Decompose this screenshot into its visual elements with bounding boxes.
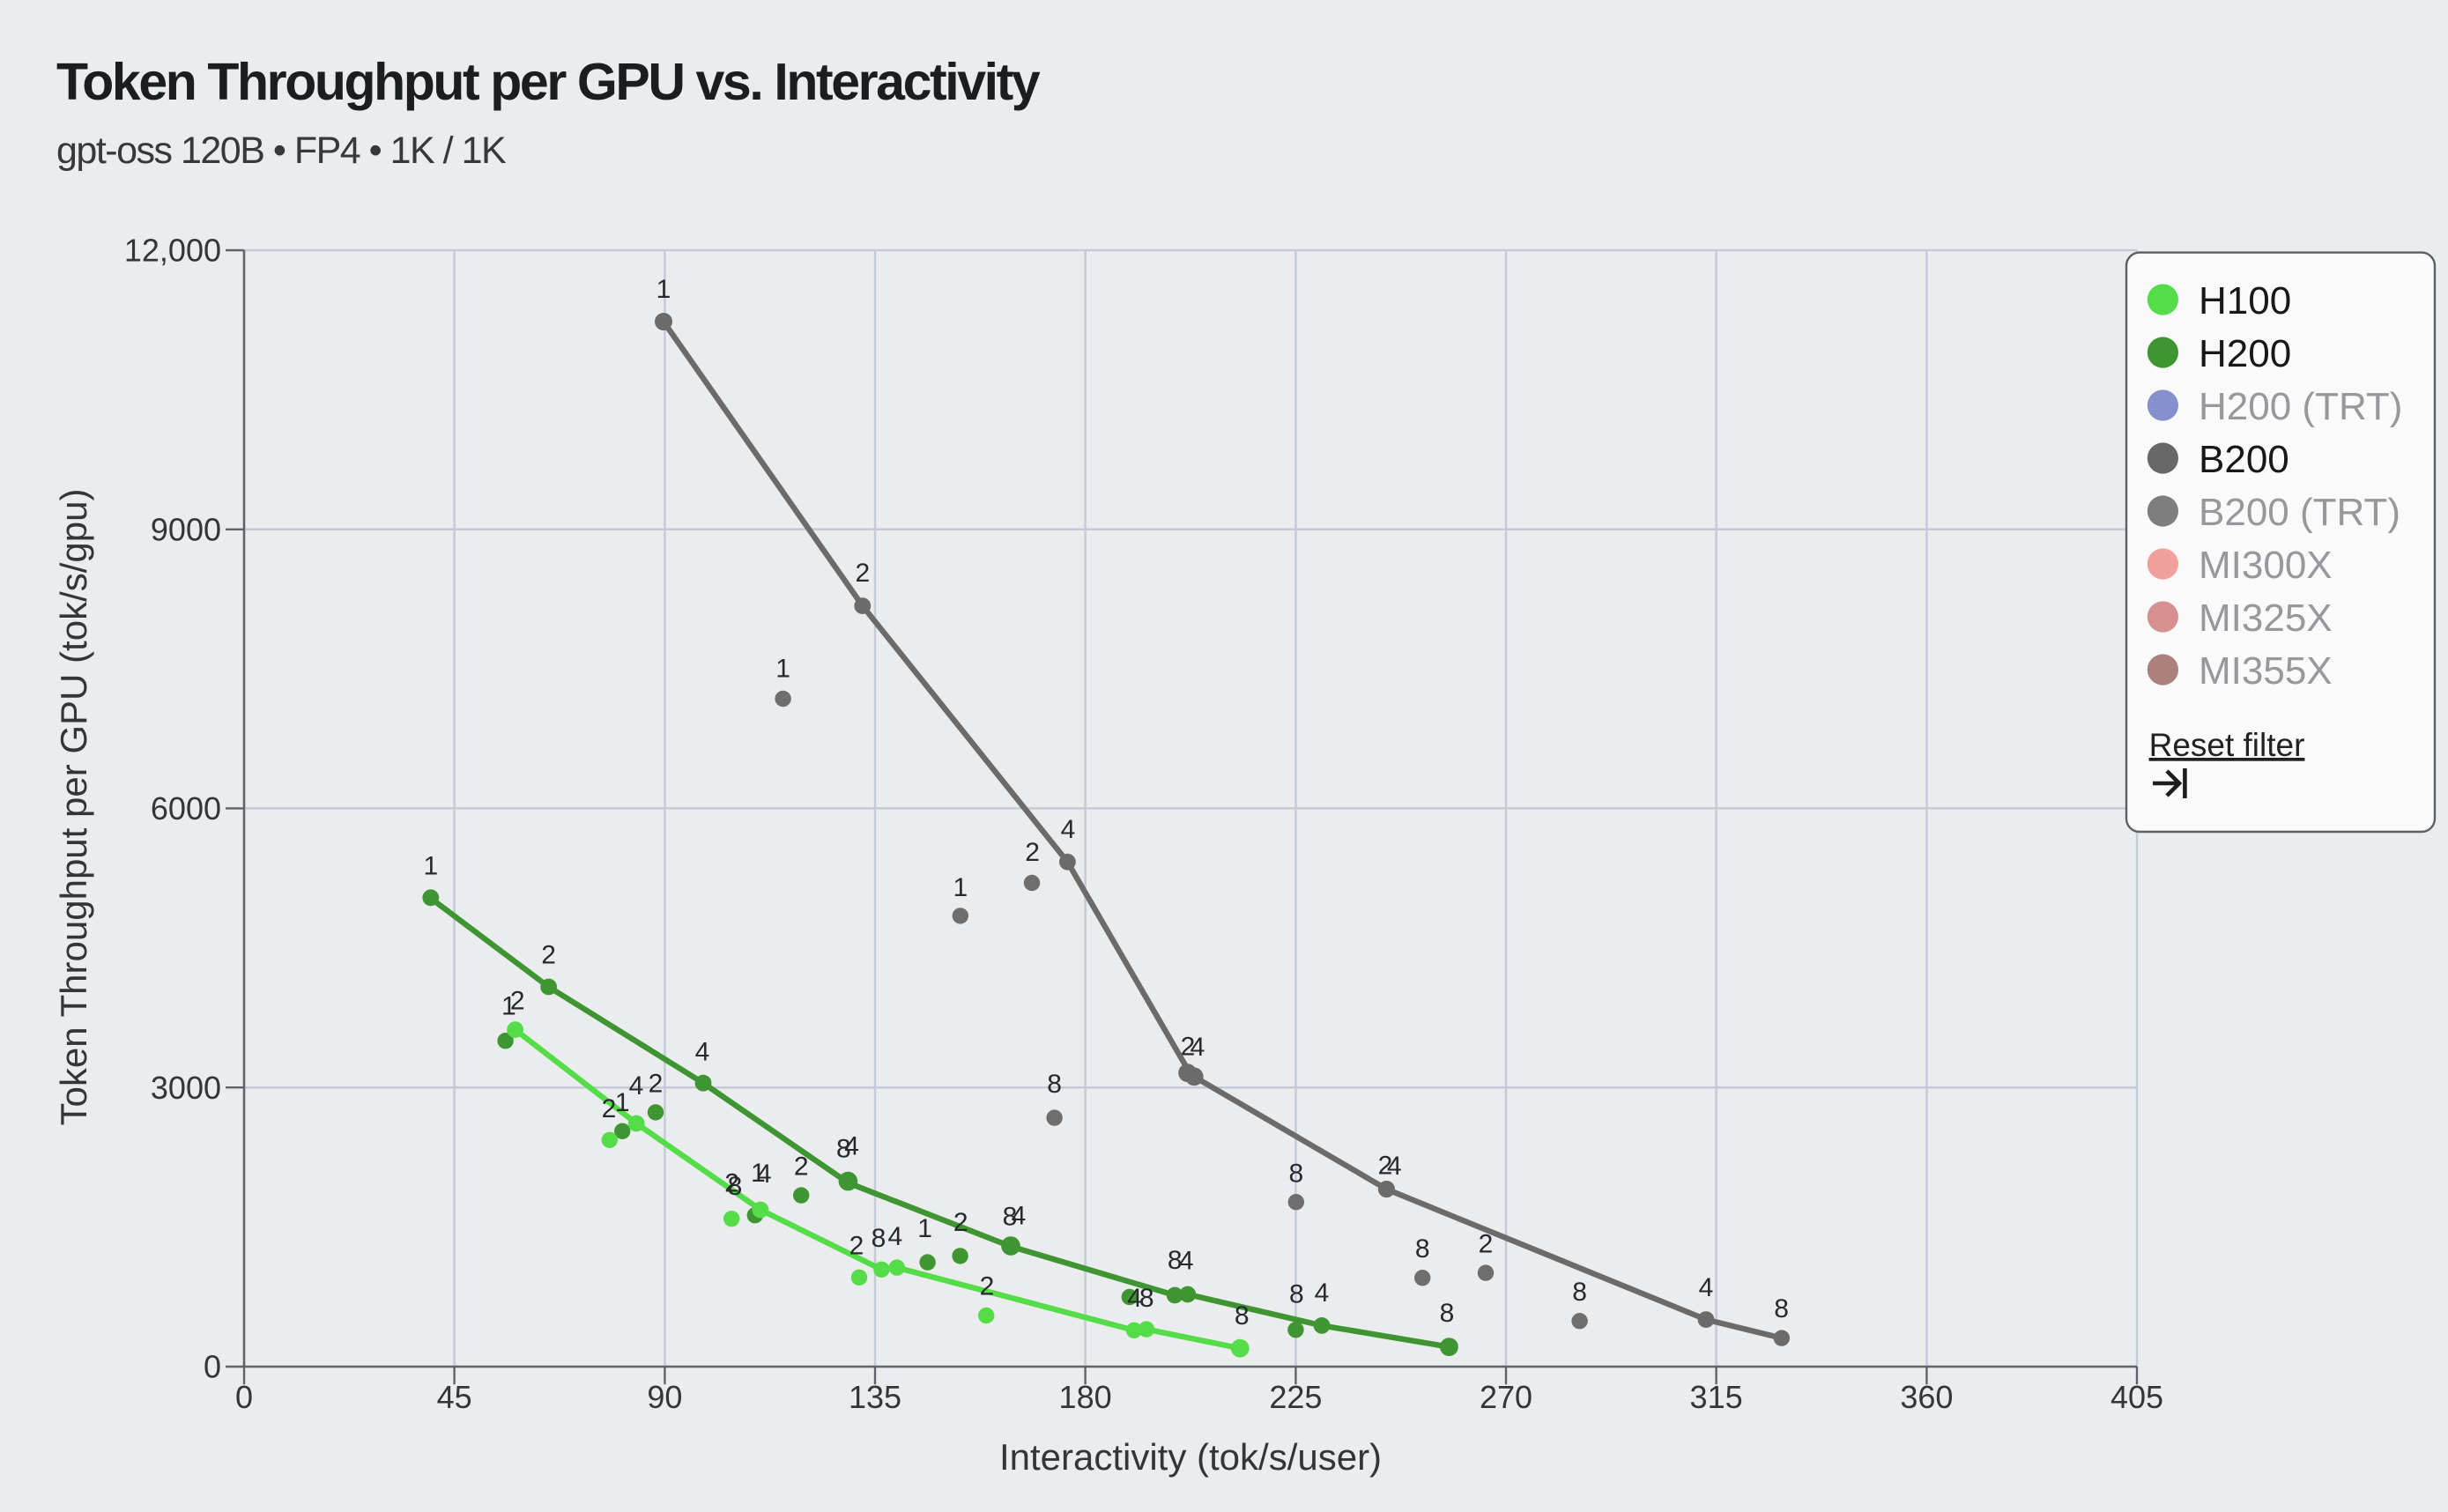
- svg-text:MI325X: MI325X: [2199, 597, 2333, 640]
- svg-text:2: 2: [953, 1208, 968, 1237]
- svg-text:MI300X: MI300X: [2199, 544, 2333, 587]
- svg-text:6000: 6000: [151, 790, 221, 826]
- svg-text:B200: B200: [2199, 438, 2289, 481]
- svg-text:8: 8: [1774, 1294, 1789, 1323]
- svg-text:8: 8: [872, 1224, 886, 1253]
- svg-text:0: 0: [204, 1349, 221, 1385]
- svg-text:4: 4: [844, 1132, 859, 1161]
- svg-text:2: 2: [541, 940, 556, 969]
- svg-text:225: 225: [1269, 1379, 1322, 1415]
- svg-text:2: 2: [602, 1094, 617, 1123]
- svg-text:8: 8: [728, 1172, 743, 1201]
- svg-text:2: 2: [849, 1231, 864, 1260]
- svg-text:8: 8: [1139, 1284, 1154, 1313]
- svg-text:315: 315: [1690, 1379, 1743, 1415]
- svg-text:Token Throughput per GPU vs. I: Token Throughput per GPU vs. Interactivi…: [56, 53, 1041, 111]
- svg-text:1: 1: [423, 851, 438, 880]
- svg-text:8: 8: [1572, 1278, 1587, 1307]
- svg-text:4: 4: [1387, 1152, 1402, 1181]
- svg-text:1: 1: [657, 275, 671, 304]
- svg-text:270: 270: [1480, 1379, 1532, 1415]
- svg-text:0: 0: [235, 1379, 253, 1415]
- svg-text:2: 2: [1479, 1230, 1494, 1259]
- svg-text:1: 1: [775, 654, 790, 683]
- svg-text:4: 4: [1179, 1247, 1194, 1276]
- svg-text:4: 4: [1315, 1279, 1330, 1308]
- svg-text:8: 8: [1235, 1301, 1250, 1330]
- svg-text:1: 1: [953, 873, 968, 902]
- svg-text:4: 4: [1012, 1201, 1027, 1230]
- svg-text:2: 2: [1181, 1032, 1196, 1061]
- svg-text:2: 2: [794, 1152, 809, 1181]
- svg-text:B200 (TRT): B200 (TRT): [2199, 491, 2400, 534]
- svg-text:8: 8: [1289, 1279, 1304, 1308]
- svg-text:4: 4: [1699, 1273, 1714, 1302]
- svg-text:4: 4: [1127, 1284, 1142, 1313]
- svg-text:45: 45: [437, 1379, 472, 1415]
- svg-text:405: 405: [2110, 1379, 2163, 1415]
- svg-text:MI355X: MI355X: [2199, 649, 2333, 693]
- svg-text:4: 4: [629, 1071, 644, 1101]
- svg-text:8: 8: [1415, 1234, 1430, 1264]
- svg-text:4: 4: [1191, 1033, 1205, 1062]
- svg-text:360: 360: [1900, 1379, 1953, 1415]
- svg-text:2: 2: [980, 1271, 995, 1301]
- svg-text:Interactivity (tok/s/user): Interactivity (tok/s/user): [999, 1436, 1382, 1478]
- svg-text:2: 2: [1378, 1151, 1393, 1180]
- svg-text:2: 2: [855, 559, 870, 588]
- svg-text:3000: 3000: [151, 1070, 221, 1106]
- svg-text:4: 4: [887, 1222, 902, 1251]
- svg-text:Reset filter: Reset filter: [2149, 727, 2305, 763]
- svg-text:12,000: 12,000: [124, 233, 221, 269]
- svg-text:1: 1: [917, 1214, 932, 1243]
- svg-text:180: 180: [1059, 1379, 1112, 1415]
- svg-text:2: 2: [649, 1070, 664, 1099]
- svg-text:Token Throughput per GPU (tok/: Token Throughput per GPU (tok/s/gpu): [53, 489, 94, 1126]
- svg-text:2: 2: [724, 1169, 739, 1198]
- svg-text:2: 2: [1025, 838, 1040, 867]
- svg-text:135: 135: [849, 1379, 901, 1415]
- svg-text:2: 2: [510, 986, 525, 1015]
- svg-text:1: 1: [751, 1159, 766, 1188]
- svg-text:H100: H100: [2199, 279, 2291, 322]
- svg-text:8: 8: [1288, 1159, 1303, 1188]
- svg-text:8: 8: [1047, 1070, 1062, 1099]
- svg-text:4: 4: [1061, 815, 1076, 844]
- svg-text:4: 4: [757, 1160, 772, 1189]
- svg-text:8: 8: [836, 1135, 851, 1164]
- svg-text:gpt-oss 120B • FP4 • 1K / 1K: gpt-oss 120B • FP4 • 1K / 1K: [56, 130, 507, 172]
- svg-text:4: 4: [695, 1037, 710, 1066]
- svg-text:H200: H200: [2199, 332, 2291, 375]
- svg-text:90: 90: [647, 1379, 682, 1415]
- svg-text:H200 (TRT): H200 (TRT): [2199, 385, 2402, 428]
- svg-text:1: 1: [615, 1088, 630, 1117]
- svg-text:9000: 9000: [151, 511, 221, 547]
- svg-text:8: 8: [1440, 1299, 1455, 1328]
- svg-text:8: 8: [1168, 1246, 1183, 1275]
- svg-text:1: 1: [501, 992, 516, 1021]
- svg-text:8: 8: [1003, 1202, 1018, 1231]
